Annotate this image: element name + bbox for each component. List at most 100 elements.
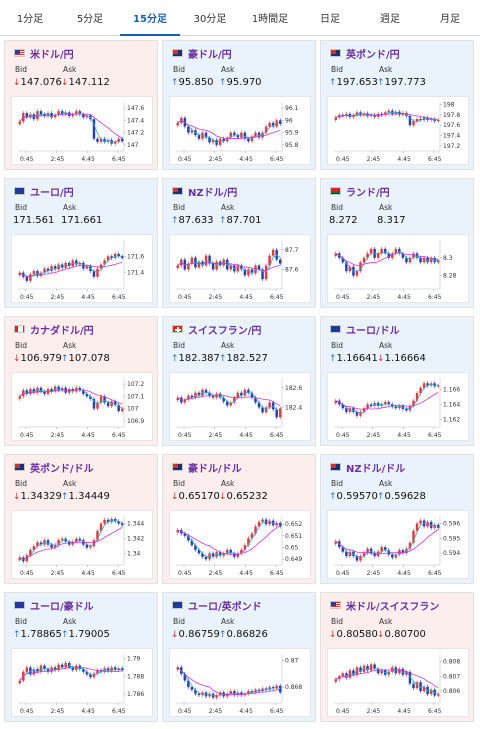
- rate-card[interactable]: 豪ドル/ドル Bid Ask ↓0.65170 ↓0.65232 0.652 0.651 0.…: [162, 454, 316, 584]
- price-chart[interactable]: 1.166 1.164 1.162 0:45 2:45 4:45 6:45: [327, 372, 469, 441]
- pair-title[interactable]: スイスフラン/円: [188, 325, 262, 337]
- x-tick-label: 6:45: [270, 294, 284, 301]
- price-chart[interactable]: 87.7 87.6 0:45 2:45 4:45 6:45: [169, 234, 311, 303]
- rate-card[interactable]: ユーロ/ドル Bid Ask ↑1.16641 ↓1.16664 1.166 1.164 1.…: [320, 316, 474, 446]
- pair-title[interactable]: ユーロ/英ポンド: [188, 601, 262, 613]
- candle-body: [271, 402, 275, 410]
- rate-card[interactable]: スイスフラン/円 Bid Ask ↑182.387 ↑182.527 182.6 182.4…: [162, 316, 316, 446]
- x-tick-label: 6:45: [270, 432, 284, 439]
- pair-title[interactable]: 米ドル/スイスフラン: [346, 601, 440, 613]
- price-chart[interactable]: 96.1 96 95.9 95.8 0:45 2:45 4:45 6:45: [169, 96, 311, 165]
- pair-title[interactable]: NZドル/ドル: [346, 463, 406, 475]
- y-tick-label: 0.807: [443, 673, 460, 680]
- price-chart[interactable]: 147.6 147.4 147.2 147 0:45 2:45 4:45 6:45: [11, 96, 153, 165]
- candle-body: [32, 271, 36, 275]
- tab-1min[interactable]: 1分足: [16, 14, 44, 25]
- rate-card[interactable]: ユーロ/英ポンド Bid Ask ↓0.86759 ↑0.86826 0.87 0.868 0…: [162, 592, 316, 722]
- candle-body: [436, 260, 440, 263]
- tab-30min[interactable]: 30分足: [193, 14, 227, 25]
- y-tick-label: 95.9: [285, 130, 299, 137]
- ask-value: ↑87.701: [219, 215, 262, 226]
- price-chart[interactable]: 0.87 0.868 0:45 2:45 4:45 6:45: [169, 648, 311, 717]
- candlestick-svg: 182.6 182.4 0:45 2:45 4:45 6:45: [176, 378, 302, 439]
- price-chart[interactable]: 182.6 182.4 0:45 2:45 4:45 6:45: [169, 372, 311, 441]
- rate-card[interactable]: カナダドル/円 Bid Ask ↓106.979 ↑107.078 107.2 107.1 1…: [4, 316, 158, 446]
- price-chart[interactable]: 171.6 171.4 0:45 2:45 4:45 6:45: [11, 234, 153, 303]
- tab-monthly[interactable]: 月足: [440, 14, 460, 25]
- candle-body: [103, 260, 106, 265]
- candlestick-svg: 87.7 87.6 0:45 2:45 4:45 6:45: [176, 240, 299, 301]
- price-chart[interactable]: 0.808 0.807 0.806 0:45 2:45 4:45 6:45: [327, 648, 469, 717]
- candle-body: [398, 668, 401, 674]
- tab-daily[interactable]: 日足: [320, 14, 340, 25]
- rate-card[interactable]: 英ポンド/円 Bid Ask ↑197.653 ↑197.773 198 197.8 197.…: [320, 40, 474, 170]
- tab-weekly[interactable]: 週足: [380, 14, 400, 25]
- candle-body: [36, 669, 39, 672]
- price-chart[interactable]: 0.652 0.651 0.65 0.649 0:45 2:45 4:45 6:45: [169, 510, 311, 579]
- candle-body: [264, 265, 268, 280]
- pair-title[interactable]: 英ポンド/円: [346, 49, 400, 61]
- ask-label: Ask: [63, 479, 77, 488]
- candle-body: [190, 540, 194, 546]
- candle-body: [103, 519, 106, 524]
- y-tick-label: 1.342: [127, 536, 144, 543]
- rate-card[interactable]: ランド/円 Bid Ask 8.272 8.317 8.3 8.28 0:45 2:45 4:45…: [320, 178, 474, 308]
- pair-title[interactable]: ユーロ/豪ドル: [30, 601, 94, 613]
- rate-card[interactable]: 豪ドル/円 Bid Ask ↑95.850 ↑95.970 96.1 96 95.9 95.8 0…: [162, 40, 316, 170]
- candle-body: [426, 383, 429, 386]
- candle-body: [408, 257, 412, 263]
- rate-card[interactable]: ユーロ/豪ドル Bid Ask ↑1.78865 ↑1.79005 1.79 1.788 1.…: [4, 592, 158, 722]
- candle-body: [211, 553, 215, 557]
- rate-card[interactable]: 米ドル/スイスフラン Bid Ask ↓0.80580 ↓0.80700 0.808 0.8…: [320, 592, 474, 722]
- x-tick-label: 6:45: [270, 156, 284, 163]
- price-chart[interactable]: 1.79 1.788 1.786 0:45 2:45 4:45 6:45: [11, 648, 153, 717]
- pair-title[interactable]: 豪ドル/円: [188, 49, 232, 61]
- price-chart[interactable]: 198 197.8 197.6 197.4 197.2 0:45 2:45 4:45 6:45: [327, 96, 469, 165]
- tab-15min[interactable]: 15分足: [120, 0, 180, 36]
- tab-1hour[interactable]: 1時間足: [251, 14, 289, 25]
- price-chart[interactable]: 107.2 107.1 107 106.9 0:45 2:45 4:45 6:45: [11, 372, 153, 441]
- card-header: ユーロ/ドル: [330, 323, 400, 337]
- candle-body: [355, 271, 359, 276]
- pair-title[interactable]: ランド/円: [346, 187, 390, 199]
- rate-card[interactable]: NZドル/円 Bid Ask ↑87.633 ↑87.701 87.7 87.6 0:45 2:…: [162, 178, 316, 308]
- candle-body: [211, 263, 215, 270]
- pair-title[interactable]: 英ポンド/ドル: [30, 463, 94, 475]
- candle-body: [436, 694, 440, 696]
- candle-body: [89, 674, 92, 678]
- pair-title[interactable]: カナダドル/円: [30, 325, 94, 337]
- rate-card[interactable]: 米ドル/円 Bid Ask ↓147.076 ↓147.112 147.6 147.4 147…: [4, 40, 158, 170]
- x-tick-label: 0:45: [178, 294, 192, 301]
- candle-body: [236, 553, 240, 557]
- x-tick-label: 2:45: [51, 294, 65, 301]
- pair-title[interactable]: 米ドル/円: [30, 49, 74, 61]
- candle-body: [419, 387, 422, 394]
- pair-title[interactable]: NZドル/円: [188, 187, 238, 199]
- candle-body: [415, 393, 419, 401]
- y-tick-label: 106.9: [127, 418, 144, 425]
- price-chart[interactable]: 1.344 1.342 1.34 0:45 2:45 4:45 6:45: [11, 510, 153, 579]
- rate-card[interactable]: NZドル/ドル Bid Ask ↑0.59570 ↑0.59628 0.596 0.595 0…: [320, 454, 474, 584]
- x-tick-label: 0:45: [20, 156, 34, 163]
- tab-5min[interactable]: 5分足: [76, 14, 104, 25]
- x-tick-label: 4:45: [81, 294, 95, 301]
- candle-body: [218, 261, 222, 266]
- pair-title[interactable]: ユーロ/円: [30, 187, 74, 199]
- price-chart[interactable]: 8.3 8.28 0:45 2:45 4:45 6:45: [327, 234, 469, 303]
- x-tick-label: 6:45: [270, 570, 284, 577]
- x-tick-label: 0:45: [336, 570, 350, 577]
- x-tick-label: 6:45: [428, 570, 442, 577]
- card-header: ユーロ/豪ドル: [14, 599, 94, 613]
- x-tick-label: 2:45: [209, 294, 223, 301]
- y-tick-label: 0.65: [285, 545, 299, 552]
- rate-card[interactable]: ユーロ/円 Bid Ask 171.561 171.661 171.6 171.4 0:45 2…: [4, 178, 158, 308]
- x-tick-label: 4:45: [397, 432, 411, 439]
- candle-body: [39, 387, 43, 392]
- rate-card[interactable]: 英ポンド/ドル Bid Ask ↓1.34329 ↑1.34449 1.344 1.342 1…: [4, 454, 158, 584]
- ask-price: 0.65232: [226, 491, 268, 502]
- pair-title[interactable]: 豪ドル/ドル: [188, 463, 242, 475]
- up-arrow-icon: ↑: [329, 354, 337, 364]
- candle-body: [278, 259, 282, 264]
- pair-title[interactable]: ユーロ/ドル: [346, 325, 400, 337]
- price-chart[interactable]: 0.596 0.595 0.594 0:45 2:45 4:45 6:45: [327, 510, 469, 579]
